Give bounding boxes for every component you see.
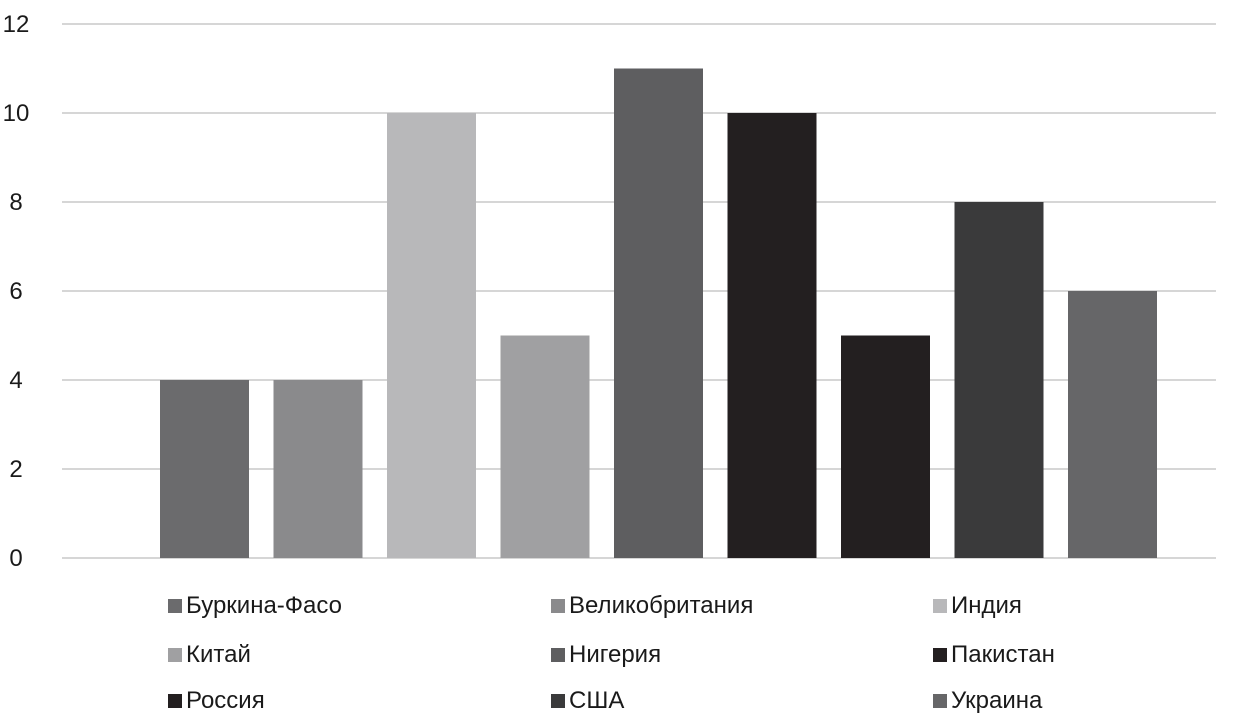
legend-swatch <box>933 648 947 662</box>
legend-item: США <box>551 687 624 714</box>
legend-swatch <box>551 648 565 662</box>
y-tick-label: 4 <box>9 367 22 394</box>
bar <box>1068 291 1157 558</box>
y-tick-label: 2 <box>9 456 22 483</box>
y-tick-label: 12 <box>3 11 30 38</box>
legend-item: Индия <box>933 592 1022 619</box>
bar <box>273 380 363 558</box>
legend-item: Украина <box>933 687 1043 714</box>
bar <box>500 335 590 558</box>
legend-swatch <box>168 648 182 662</box>
legend-swatch <box>933 694 947 708</box>
legend-label: Пакистан <box>951 641 1055 668</box>
bar <box>160 380 249 558</box>
bar <box>387 113 476 558</box>
legend-swatch <box>168 694 182 708</box>
y-tick-label: 0 <box>9 545 22 572</box>
legend-item: Пакистан <box>933 641 1055 668</box>
legend-label: США <box>569 687 624 714</box>
legend-label: Индия <box>951 592 1022 619</box>
legend-label: Украина <box>951 687 1043 714</box>
legend-swatch <box>168 599 182 613</box>
legend-label: Буркина-Фасо <box>186 592 342 619</box>
bar <box>614 68 703 558</box>
legend-label: Китай <box>186 641 251 668</box>
legend-item: Великобритания <box>551 592 753 619</box>
y-tick-label: 8 <box>9 189 22 216</box>
legend: Буркина-Фасо Великобритания Индия Китай Ниге… <box>168 592 1055 714</box>
bars <box>160 68 1157 558</box>
y-axis-tick-labels: 0 2 4 6 8 10 12 <box>3 11 30 572</box>
y-tick-label: 10 <box>3 100 30 127</box>
legend-swatch <box>933 599 947 613</box>
legend-swatch <box>551 599 565 613</box>
legend-swatch <box>551 694 565 708</box>
legend-label: Нигерия <box>569 641 661 668</box>
legend-label: Великобритания <box>569 592 753 619</box>
legend-item: Россия <box>168 687 265 714</box>
legend-item: Буркина-Фасо <box>168 592 342 619</box>
y-tick-label: 6 <box>9 278 22 305</box>
legend-item: Нигерия <box>551 641 661 668</box>
legend-label: Россия <box>186 687 265 714</box>
bar <box>727 113 817 558</box>
legend-item: Китай <box>168 641 251 668</box>
bar <box>841 335 930 558</box>
bar <box>954 202 1044 558</box>
